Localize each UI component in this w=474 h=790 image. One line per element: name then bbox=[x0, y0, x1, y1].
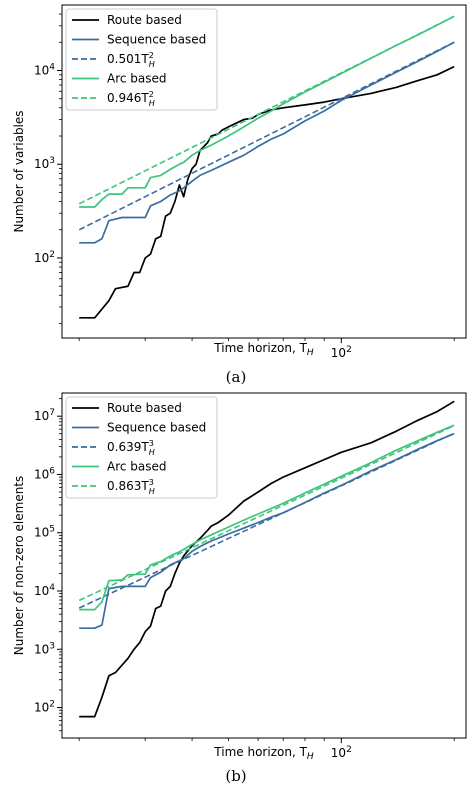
y-tick-label: 107 bbox=[34, 408, 55, 423]
plot-frame bbox=[61, 4, 467, 339]
series-line-2 bbox=[78, 432, 455, 609]
legend-label: Route based bbox=[107, 13, 182, 27]
y-tick-label: 104 bbox=[34, 583, 55, 598]
legend-label: Arc based bbox=[107, 72, 167, 86]
chart-b: 102 102 103 104 105 106 107 Time horizon, TH Num… bbox=[12, 392, 467, 785]
legend-box bbox=[65, 396, 218, 499]
x-axis-label: Time horizon, TH bbox=[213, 745, 314, 762]
figure-caption: (b) bbox=[225, 767, 246, 785]
chart-a: 102 102 103 104 Time horizon, TH Number of va… bbox=[12, 4, 467, 386]
x-axis-label: Time horizon, TH bbox=[213, 341, 314, 358]
y-tick-label: 103 bbox=[34, 641, 55, 656]
legend: Route based Sequence based 0.501T2 H Arc bas… bbox=[65, 8, 218, 111]
plot-frame bbox=[61, 392, 467, 739]
x-tick-label: 102 bbox=[331, 345, 352, 360]
series-line-0 bbox=[79, 400, 455, 718]
series-line-4 bbox=[78, 15, 455, 205]
legend-label: 0.501T2 H bbox=[107, 51, 155, 69]
series-group bbox=[78, 400, 455, 718]
legend-label: Arc based bbox=[107, 460, 167, 474]
legend-label: Sequence based bbox=[107, 421, 206, 435]
x-tick-label: 102 bbox=[331, 745, 352, 760]
y-axis-label: Number of non-zero elements bbox=[12, 476, 26, 656]
legend-label: 0.946T2 H bbox=[107, 90, 155, 108]
legend-label: 0.863T3 H bbox=[107, 478, 155, 496]
series-line-1 bbox=[79, 41, 455, 244]
y-tick-label: 102 bbox=[34, 700, 55, 715]
series-line-2 bbox=[78, 41, 455, 231]
series-line-3 bbox=[79, 424, 455, 611]
series-line-4 bbox=[78, 424, 455, 602]
y-tick-label: 105 bbox=[34, 525, 55, 540]
legend-label: 0.639T3 H bbox=[107, 439, 155, 457]
y-tick-label: 106 bbox=[34, 466, 55, 481]
figure-caption: (a) bbox=[226, 368, 247, 386]
y-tick-label: 102 bbox=[34, 250, 55, 265]
legend-box bbox=[65, 8, 218, 111]
legend-label: Route based bbox=[107, 401, 182, 415]
legend-label: Sequence based bbox=[107, 33, 206, 47]
y-tick-label: 103 bbox=[34, 156, 55, 171]
series-group bbox=[78, 15, 455, 319]
legend: Route based Sequence based 0.639T3 H Arc bas… bbox=[65, 396, 218, 499]
y-axis-label: Number of variables bbox=[12, 110, 26, 232]
y-tick-label: 104 bbox=[34, 63, 55, 78]
